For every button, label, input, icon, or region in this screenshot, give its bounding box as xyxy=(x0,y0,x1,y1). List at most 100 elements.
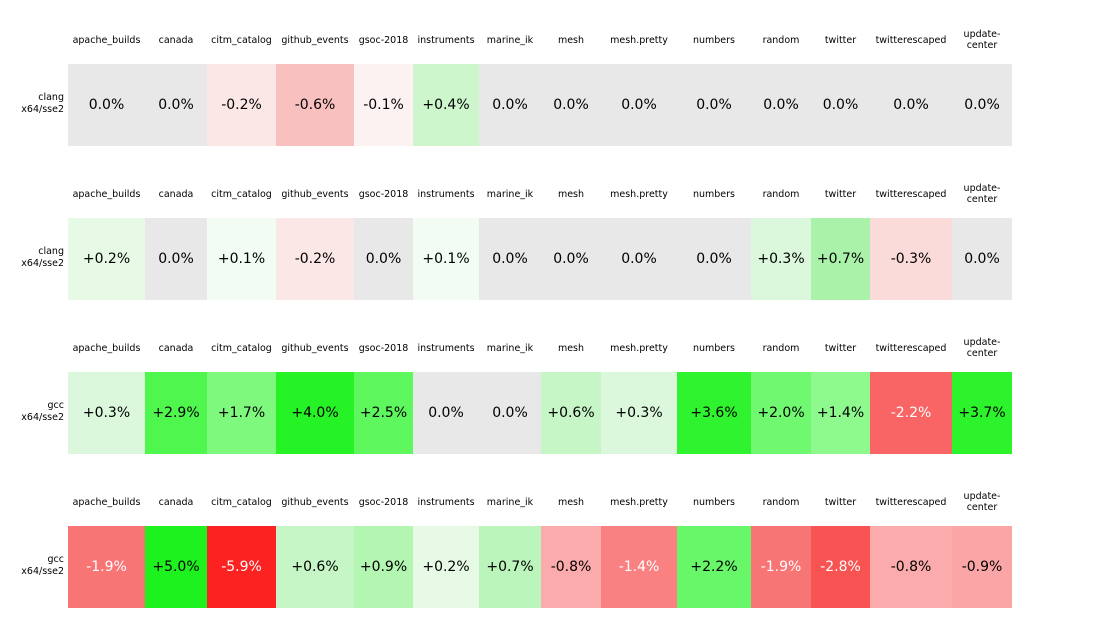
heatmap-cell: 0.0% xyxy=(541,64,601,146)
column-header: mesh.pretty xyxy=(610,342,668,354)
row-label-line: x64/sse2 xyxy=(21,565,64,577)
column-header: apache_builds xyxy=(72,34,141,46)
heatmap-cell: +2.5% xyxy=(354,372,413,454)
column-header: twitterescaped xyxy=(875,342,947,354)
column-header-row: apache_builds canada citm_catalog github_ev… xyxy=(68,178,1012,212)
heatmap-cell: 0.0% xyxy=(145,64,207,146)
heatmap-cell: +0.9% xyxy=(354,526,413,608)
column-header: instruments xyxy=(417,496,475,508)
heatmap-cell: 0.0% xyxy=(354,218,413,300)
column-header: twitterescaped xyxy=(875,34,947,46)
row-label-line: clang xyxy=(38,92,64,103)
column-header: mesh xyxy=(557,188,585,200)
heatmap-cell: +2.2% xyxy=(677,526,751,608)
column-header: random xyxy=(762,34,800,46)
column-header: update-center xyxy=(963,337,1001,359)
heatmap-cell: -0.8% xyxy=(870,526,952,608)
heatmap-cell: +0.3% xyxy=(751,218,811,300)
column-header: update-center xyxy=(963,491,1001,513)
row-label: gcc x64/sse2 xyxy=(0,554,64,578)
column-header: marine_ik xyxy=(486,342,534,354)
heatmap-cell: -0.9% xyxy=(952,526,1012,608)
heatmap-cell: +0.3% xyxy=(68,372,145,454)
column-header: marine_ik xyxy=(486,188,534,200)
column-header: github_events xyxy=(281,342,349,354)
heatmap-cell: -0.2% xyxy=(276,218,354,300)
column-header: numbers xyxy=(692,188,736,200)
heatmap-cell: +5.0% xyxy=(145,526,207,608)
heatmap-cell-row: 0.0% 0.0% -0.2% -0.6% -0.1% +0.4% 0.0% 0.0% 0.0%… xyxy=(68,64,1012,146)
heatmap-cell: -0.3% xyxy=(870,218,952,300)
row-label-line: x64/sse2 xyxy=(21,411,64,423)
heatmap-cell: 0.0% xyxy=(952,218,1012,300)
heatmap-cell: -0.2% xyxy=(207,64,276,146)
column-header: random xyxy=(762,496,800,508)
heatmap-cell: 0.0% xyxy=(68,64,145,146)
column-header: twitterescaped xyxy=(875,496,947,508)
column-header: marine_ik xyxy=(486,34,534,46)
column-header: citm_catalog xyxy=(211,188,272,200)
column-header: instruments xyxy=(417,188,475,200)
heatmap-cell: 0.0% xyxy=(952,64,1012,146)
column-header: citm_catalog xyxy=(211,34,272,46)
column-header: twitterescaped xyxy=(875,188,947,200)
row-label-line: gcc xyxy=(47,400,64,411)
column-header: apache_builds xyxy=(72,496,141,508)
column-header: mesh xyxy=(557,342,585,354)
heatmap-block: clang x64/sse2 apache_builds canada citm_cat… xyxy=(0,0,1100,154)
heatmap-cell: 0.0% xyxy=(413,372,479,454)
heatmap-cell: +3.7% xyxy=(952,372,1012,454)
heatmap-cell: +0.1% xyxy=(207,218,276,300)
heatmap-cell-row: -1.9% +5.0% -5.9% +0.6% +0.9% +0.2% +0.7% -0.8%… xyxy=(68,526,1012,608)
column-header: apache_builds xyxy=(72,342,141,354)
column-header: twitter xyxy=(824,188,857,200)
heatmap-cell: 0.0% xyxy=(601,64,677,146)
heatmap-cell: 0.0% xyxy=(479,64,541,146)
column-header: numbers xyxy=(692,496,736,508)
column-header: numbers xyxy=(692,342,736,354)
heatmap-cell: +0.6% xyxy=(541,372,601,454)
column-header: github_events xyxy=(281,188,349,200)
heatmap-cell: 0.0% xyxy=(870,64,952,146)
heatmap-cell-row: +0.3% +2.9% +1.7% +4.0% +2.5% 0.0% 0.0% +0.6% +0… xyxy=(68,372,1012,454)
heatmap-cell: +2.0% xyxy=(751,372,811,454)
column-header: mesh.pretty xyxy=(610,34,668,46)
column-header: gsoc-2018 xyxy=(358,188,409,200)
heatmap-cell: -2.2% xyxy=(870,372,952,454)
heatmap-cell: 0.0% xyxy=(479,372,541,454)
column-header: citm_catalog xyxy=(211,496,272,508)
heatmap-cell: -2.8% xyxy=(811,526,870,608)
heatmap-cell: -1.4% xyxy=(601,526,677,608)
heatmap-cell: 0.0% xyxy=(677,64,751,146)
column-header: canada xyxy=(158,34,194,46)
heatmap-cell: 0.0% xyxy=(811,64,870,146)
row-label: clang x64/sse2 xyxy=(0,246,64,270)
column-header: update-center xyxy=(963,183,1001,205)
column-header-row: apache_builds canada citm_catalog github_ev… xyxy=(68,332,1012,366)
column-header: instruments xyxy=(417,342,475,354)
column-header: marine_ik xyxy=(486,496,534,508)
column-header: random xyxy=(762,188,800,200)
heatmap-cell: 0.0% xyxy=(541,218,601,300)
column-header: mesh.pretty xyxy=(610,188,668,200)
column-header: gsoc-2018 xyxy=(358,496,409,508)
heatmap-cell: -1.9% xyxy=(751,526,811,608)
row-label: gcc x64/sse2 xyxy=(0,400,64,424)
column-header: update-center xyxy=(963,29,1001,51)
heatmap-cell: 0.0% xyxy=(479,218,541,300)
heatmap-cell: +0.2% xyxy=(413,526,479,608)
column-header: github_events xyxy=(281,496,349,508)
heatmap-cell: -0.1% xyxy=(354,64,413,146)
column-header: canada xyxy=(158,496,194,508)
heatmap-cell: -5.9% xyxy=(207,526,276,608)
column-header: gsoc-2018 xyxy=(358,34,409,46)
heatmap-block: clang x64/sse2 apache_builds canada citm_cat… xyxy=(0,154,1100,308)
column-header-row: apache_builds canada citm_catalog github_ev… xyxy=(68,24,1012,58)
heatmap-block: gcc x64/sse2 apache_builds canada citm_catal… xyxy=(0,462,1100,616)
heatmap-cell: +0.4% xyxy=(413,64,479,146)
heatmap-cell: +3.6% xyxy=(677,372,751,454)
row-label: clang x64/sse2 xyxy=(0,92,64,116)
heatmap-cell: +1.7% xyxy=(207,372,276,454)
column-header-row: apache_builds canada citm_catalog github_ev… xyxy=(68,486,1012,520)
row-label-line: x64/sse2 xyxy=(21,257,64,269)
